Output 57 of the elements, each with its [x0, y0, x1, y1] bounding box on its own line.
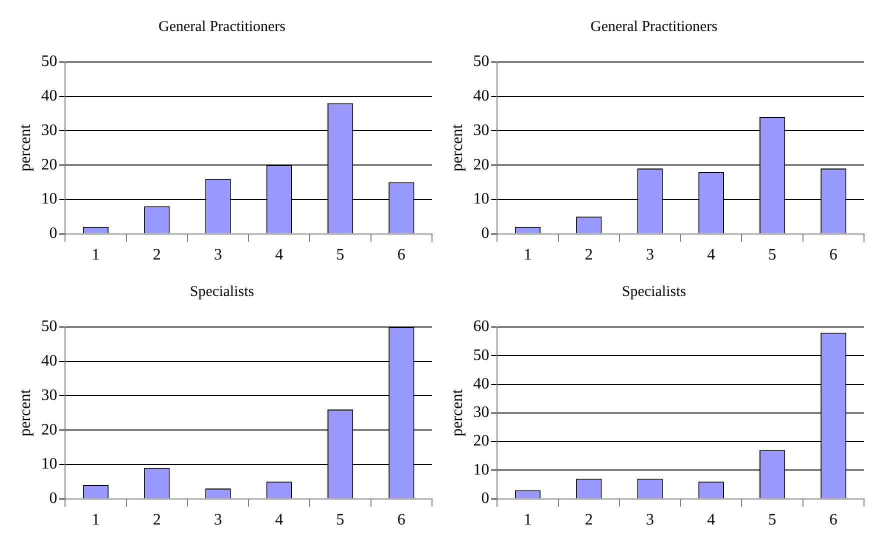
y-tick-label: 0 [49, 225, 58, 242]
y-tick-label: 50 [473, 53, 490, 70]
x-tick-label: 1 [524, 246, 532, 264]
x-tick-label: 6 [397, 512, 406, 529]
x-tick-label: 5 [336, 512, 344, 529]
y-axis-title: percent [448, 388, 466, 436]
x-tick-label: 3 [214, 246, 222, 264]
y-tick-label: 40 [473, 375, 490, 392]
y-tick-label: 50 [41, 53, 58, 70]
y-tick-label: 40 [41, 352, 58, 370]
y-tick-label: 10 [41, 190, 58, 208]
y-tick-label: 50 [41, 318, 58, 336]
x-tick-label: 6 [397, 246, 406, 264]
x-tick-label: 4 [275, 246, 284, 264]
y-tick-label: 10 [41, 456, 58, 473]
y-axis-title: percent [16, 388, 34, 436]
x-tick-label: 2 [584, 512, 593, 529]
x-tick-label: 1 [92, 246, 100, 264]
y-tick-label: 20 [473, 156, 490, 174]
x-tick-label: 5 [768, 512, 776, 529]
y-tick-label: 40 [473, 88, 490, 105]
y-axis-title: percent [448, 124, 466, 172]
y-tick-label: 20 [473, 432, 490, 450]
chart-title: Specialists [190, 284, 254, 300]
chart-title: General Practitioners [590, 18, 718, 35]
y-tick-label: 10 [473, 461, 490, 478]
y-tick-label: 0 [481, 225, 490, 242]
x-tick-label: 1 [92, 512, 100, 529]
chart-title: General Practitioners [158, 18, 286, 35]
x-tick-label: 6 [829, 512, 838, 529]
x-tick-label: 3 [646, 246, 654, 264]
y-tick-label: 20 [41, 156, 58, 174]
x-tick-label: 4 [707, 246, 716, 264]
y-tick-label: 50 [473, 346, 490, 364]
x-tick-label: 2 [152, 246, 161, 264]
x-tick-label: 2 [152, 512, 161, 529]
x-tick-label: 4 [275, 512, 284, 529]
y-tick-label: 30 [41, 122, 58, 139]
y-tick-label: 60 [473, 318, 490, 336]
y-tick-label: 0 [481, 490, 490, 508]
x-tick-label: 1 [524, 512, 532, 529]
chart-title: Specialists [622, 284, 686, 300]
y-tick-label: 30 [473, 404, 490, 422]
y-tick-label: 30 [473, 122, 490, 139]
y-tick-label: 10 [473, 190, 490, 208]
y-tick-label: 0 [49, 490, 58, 508]
y-tick-label: 40 [41, 88, 58, 105]
y-tick-label: 20 [41, 421, 58, 438]
x-tick-label: 4 [707, 512, 716, 529]
x-tick-label: 5 [768, 246, 776, 264]
y-axis-title: percent [16, 124, 34, 172]
y-tick-label: 30 [41, 386, 58, 404]
x-tick-label: 2 [584, 246, 593, 264]
x-tick-label: 5 [336, 246, 344, 264]
x-tick-label: 3 [214, 512, 222, 529]
x-tick-label: 3 [646, 512, 654, 529]
x-tick-label: 6 [829, 246, 838, 264]
